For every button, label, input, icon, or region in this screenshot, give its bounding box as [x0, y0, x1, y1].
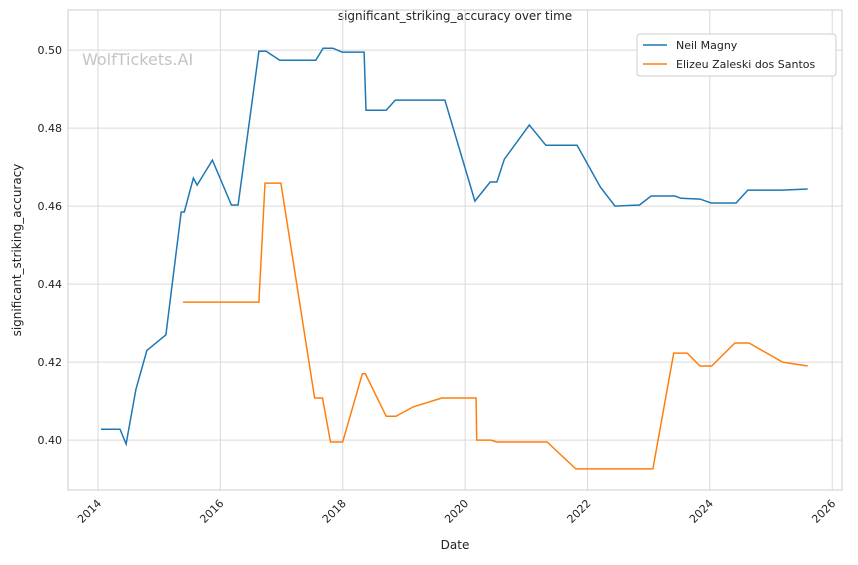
x-tick-label: 2014 [75, 497, 104, 526]
x-tick-label: 2016 [197, 497, 226, 526]
series-line-neil-magny [101, 47, 808, 447]
axis-ticks: 2014 2016 2018 2020 2022 2024 2026 0.40 0.42 0.44… [38, 44, 839, 526]
y-tick-label: 0.40 [38, 434, 63, 447]
series-line-elizeu-zaleski-dos-santos [183, 182, 808, 470]
legend-label-neil-magny: Neil Magny [676, 39, 738, 52]
x-tick-label: 2018 [320, 497, 349, 526]
y-tick-label: 0.44 [38, 278, 63, 291]
plot-area-frame [67, 9, 843, 491]
x-tick-label: 2022 [565, 497, 594, 526]
x-axis-label: Date [441, 538, 470, 552]
y-tick-label: 0.46 [38, 200, 63, 213]
x-tick-label: 2026 [809, 497, 838, 526]
watermark: WolfTickets.AI [82, 50, 193, 69]
y-tick-label: 0.42 [38, 356, 63, 369]
y-tick-label: 0.50 [38, 44, 63, 57]
series-lines [101, 47, 808, 470]
y-tick-label: 0.48 [38, 122, 63, 135]
legend: Neil Magny Elizeu Zaleski dos Santos [636, 33, 837, 77]
x-tick-label: 2024 [687, 497, 716, 526]
x-tick-label: 2020 [442, 497, 471, 526]
y-axis-label: significant_striking_accuracy [10, 164, 24, 337]
legend-box [636, 33, 837, 77]
legend-label-elizeu-zaleski: Elizeu Zaleski dos Santos [676, 58, 816, 71]
chart-title: significant_striking_accuracy over time [338, 9, 572, 23]
grid [68, 10, 842, 490]
